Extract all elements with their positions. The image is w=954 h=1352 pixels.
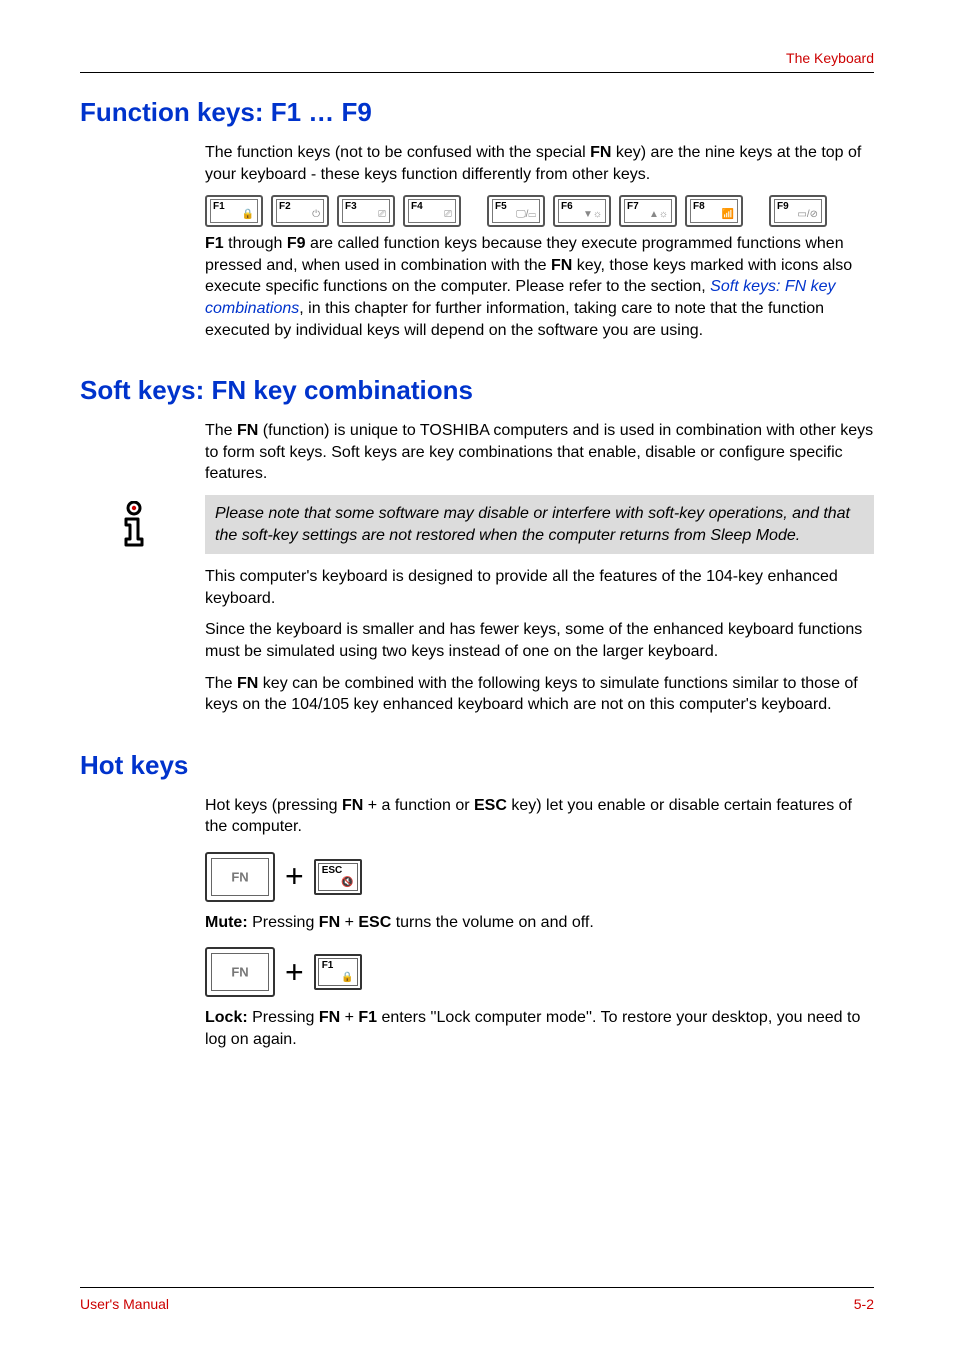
hotkeys-mute-text: Mute: Pressing FN + ESC turns the volume… [205,912,874,934]
info-icon [115,501,153,547]
keycap-f9: F9▭/⊘ [769,195,827,227]
keycap-esc: ESC🔇 [314,859,362,895]
hotkeys-intro: Hot keys (pressing FN + a function or ES… [205,795,874,838]
sleep-icon: ⎚ [378,209,386,220]
mute-icon: 🔇 [341,877,353,888]
footer-right: 5-2 [854,1296,874,1312]
softkeys-p3: Since the keyboard is smaller and has fe… [205,619,874,662]
header-section-label: The Keyboard [80,50,874,72]
hotkey-combo-mute: FN + ESC🔇 [205,852,874,902]
keycap-fn: FN [205,852,275,902]
header-rule [80,72,874,73]
heading-hot-keys: Hot keys [80,750,874,781]
fnkeys-intro: The function keys (not to be confused wi… [205,142,874,185]
note-text: Please note that some software may disab… [205,495,874,554]
touchpad-icon: ▭/⊘ [797,209,818,220]
keycap-f6: F6▼☼ [553,195,611,227]
lock-icon: 🔒 [242,209,254,220]
keycap-f1: F1🔒 [205,195,263,227]
footer-rule [80,1287,874,1288]
heading-function-keys: Function keys: F1 … F9 [80,97,874,128]
hibernate-icon: ⎚ [444,209,452,220]
footer-left: User's Manual [80,1296,169,1312]
heading-soft-keys: Soft keys: FN key combinations [80,375,874,406]
softkeys-p2: This computer's keyboard is designed to … [205,566,874,609]
fnkeys-paragraph: F1 through F9 are called function keys b… [205,233,874,341]
plus-icon: + [285,858,304,895]
keycap-fn: FN [205,947,275,997]
hotkey-combo-lock: FN + F1🔒 [205,947,874,997]
display-icon: 🖵/▭ [516,209,536,220]
keycap-f1-small: F1🔒 [314,954,362,990]
softkeys-p4: The FN key can be combined with the foll… [205,673,874,716]
function-key-row: F1🔒 F2⏻ F3⎚ F4⎚ F5🖵/▭ F6▼☼ F7▲☼ F8📶 F9▭/… [205,195,874,227]
brightness-down-icon: ▼☼ [583,209,602,220]
keycap-f8: F8📶 [685,195,743,227]
keycap-f7: F7▲☼ [619,195,677,227]
plus-icon: + [285,954,304,991]
brightness-up-icon: ▲☼ [649,209,668,220]
page-footer: User's Manual 5-2 [80,1287,874,1312]
keycap-f2: F2⏻ [271,195,329,227]
softkeys-p1: The FN (function) is unique to TOSHIBA c… [205,420,874,485]
keycap-f4: F4⎚ [403,195,461,227]
lock-icon: 🔒 [341,972,353,983]
note-callout: Please note that some software may disab… [80,495,874,554]
wireless-icon: 📶 [722,209,734,220]
power-icon: ⏻ [312,209,320,220]
keycap-f3: F3⎚ [337,195,395,227]
hotkeys-lock-text: Lock: Pressing FN + F1 enters ''Lock com… [205,1007,874,1050]
keycap-f5: F5🖵/▭ [487,195,545,227]
